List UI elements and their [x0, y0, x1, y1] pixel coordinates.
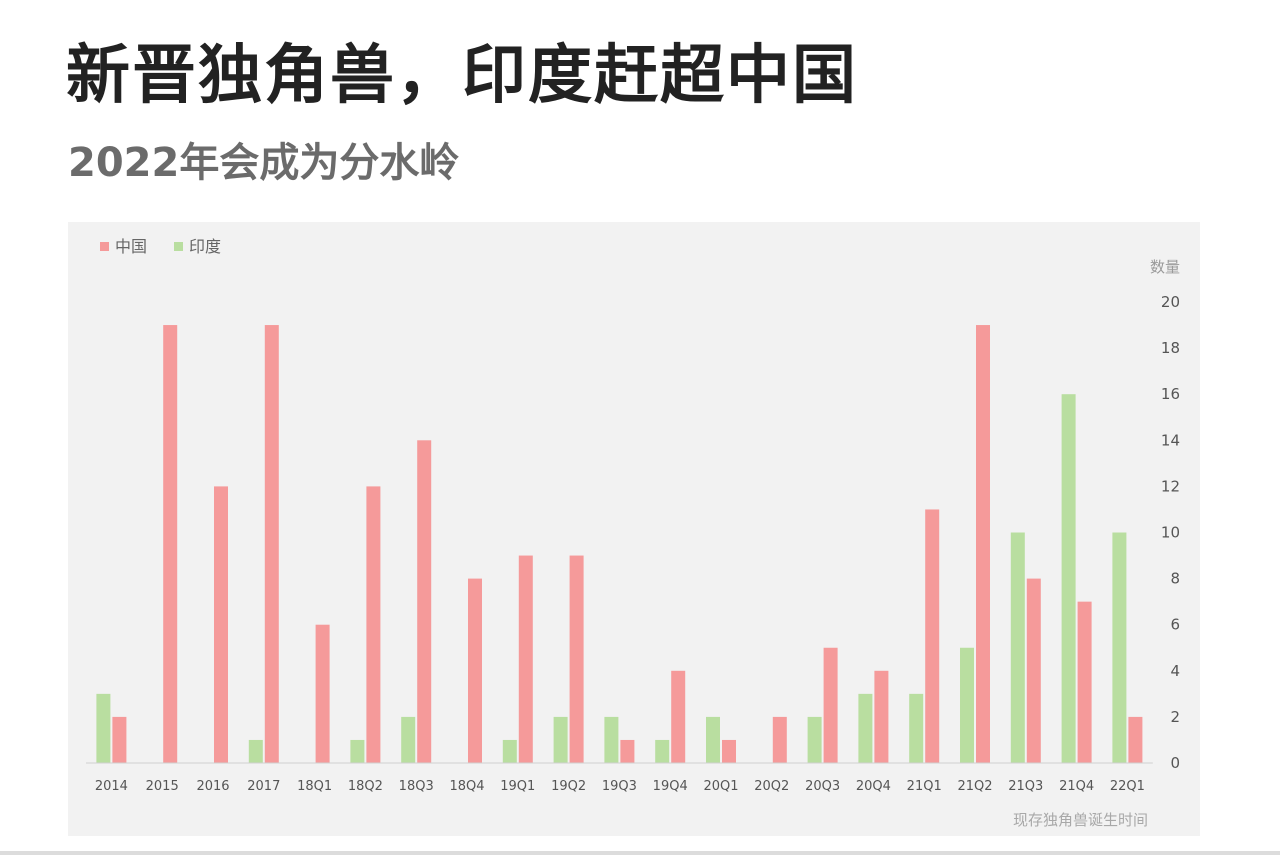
bar-china-19Q4: [671, 670, 686, 763]
legend-label: 印度: [189, 237, 221, 256]
bar-india-20Q3: [807, 716, 822, 763]
x-axis-title: 现存独角兽诞生时间: [1013, 811, 1148, 829]
bar-china-2017: [264, 325, 279, 763]
page-subtitle: 2022年会成为分水岭: [68, 140, 460, 186]
y-axis-title: 数量: [1150, 258, 1180, 276]
bottom-divider: [0, 851, 1280, 855]
bar-india-19Q1: [502, 739, 517, 763]
bar-china-2014: [112, 716, 127, 763]
y-tick-label: 20: [1161, 293, 1180, 311]
page-title: 新晋独角兽，印度赶超中国: [66, 39, 858, 113]
bar-china-21Q4: [1077, 601, 1092, 763]
x-tick-label: 20Q1: [703, 779, 738, 794]
bar-india-19Q4: [655, 739, 670, 763]
bar-china-19Q2: [569, 555, 584, 763]
bar-china-20Q3: [823, 647, 838, 763]
x-tick-label: 2014: [95, 779, 128, 794]
x-tick-label: 19Q3: [602, 779, 637, 794]
bar-china-19Q1: [518, 555, 533, 763]
x-tick-label: 18Q3: [399, 779, 434, 794]
x-tick-label: 21Q4: [1059, 779, 1094, 794]
bar-india-22Q1: [1112, 532, 1127, 763]
bar-china-20Q2: [772, 716, 787, 763]
bar-china-18Q3: [417, 440, 432, 763]
bar-india-21Q4: [1061, 394, 1076, 763]
x-tick-label: 20Q3: [805, 779, 840, 794]
bar-india-21Q2: [960, 647, 974, 763]
bar-china-2015: [163, 325, 178, 763]
x-tick-label: 2015: [146, 779, 179, 794]
x-tick-label: 2016: [196, 779, 229, 794]
bar-china-20Q4: [874, 670, 889, 763]
chart-panel: 2014 2015 2016 2017 18Q1 18Q2 18Q3 18Q4 19Q1 19Q2…: [68, 222, 1200, 836]
y-tick-label: 2: [1170, 708, 1180, 726]
x-tick-label: 18Q4: [449, 779, 484, 794]
x-tick-label: 2017: [247, 779, 280, 794]
y-tick-label: 0: [1170, 754, 1180, 772]
x-tick-label: 18Q1: [297, 779, 332, 794]
x-tick-label: 21Q2: [957, 779, 992, 794]
x-tick-label: 20Q4: [856, 779, 891, 794]
bar-china-2016: [214, 486, 228, 763]
bar-india-19Q2: [553, 716, 568, 763]
bar-india-18Q3: [401, 716, 416, 763]
bar-india-2017: [248, 739, 263, 763]
bar-india-19Q3: [604, 716, 619, 763]
x-tick-label: 19Q1: [500, 779, 535, 794]
bar-india-2014: [96, 693, 111, 763]
legend-swatch-india: [174, 242, 183, 251]
bar-chart: 2014 2015 2016 2017 18Q1 18Q2 18Q3 18Q4 19Q1 19Q2…: [86, 237, 1180, 829]
x-tick-label: 18Q2: [348, 779, 383, 794]
bar-china-22Q1: [1128, 716, 1143, 763]
x-tick-label: 22Q1: [1110, 779, 1145, 794]
bar-china-20Q1: [722, 739, 736, 763]
bar-india-21Q3: [1010, 532, 1025, 763]
bar-india-21Q1: [909, 693, 924, 763]
bar-china-18Q1: [315, 624, 330, 763]
y-tick-label: 14: [1161, 431, 1180, 449]
y-tick-label: 4: [1170, 662, 1180, 680]
bar-india-20Q4: [858, 693, 873, 763]
bar-china-21Q2: [976, 325, 990, 763]
y-tick-label: 10: [1161, 524, 1180, 542]
y-tick-label: 12: [1161, 477, 1180, 495]
bar-china-21Q3: [1026, 578, 1041, 763]
legend-label: 中国: [115, 237, 147, 256]
bar-india-18Q2: [350, 739, 365, 763]
x-tick-label: 21Q1: [907, 779, 942, 794]
x-tick-label: 19Q4: [653, 779, 688, 794]
y-tick-label: 18: [1161, 339, 1180, 357]
x-tick-label: 19Q2: [551, 779, 586, 794]
x-tick-label: 20Q2: [754, 779, 789, 794]
bar-china-21Q1: [925, 509, 940, 763]
legend-swatch-china: [100, 242, 109, 251]
bar-china-18Q4: [468, 578, 482, 763]
x-tick-label: 21Q3: [1008, 779, 1043, 794]
y-tick-label: 8: [1170, 570, 1180, 588]
bar-china-19Q3: [620, 739, 635, 763]
bar-india-20Q1: [706, 716, 720, 763]
y-tick-label: 16: [1161, 385, 1180, 403]
y-tick-label: 6: [1170, 616, 1180, 634]
bar-china-18Q2: [366, 486, 381, 763]
